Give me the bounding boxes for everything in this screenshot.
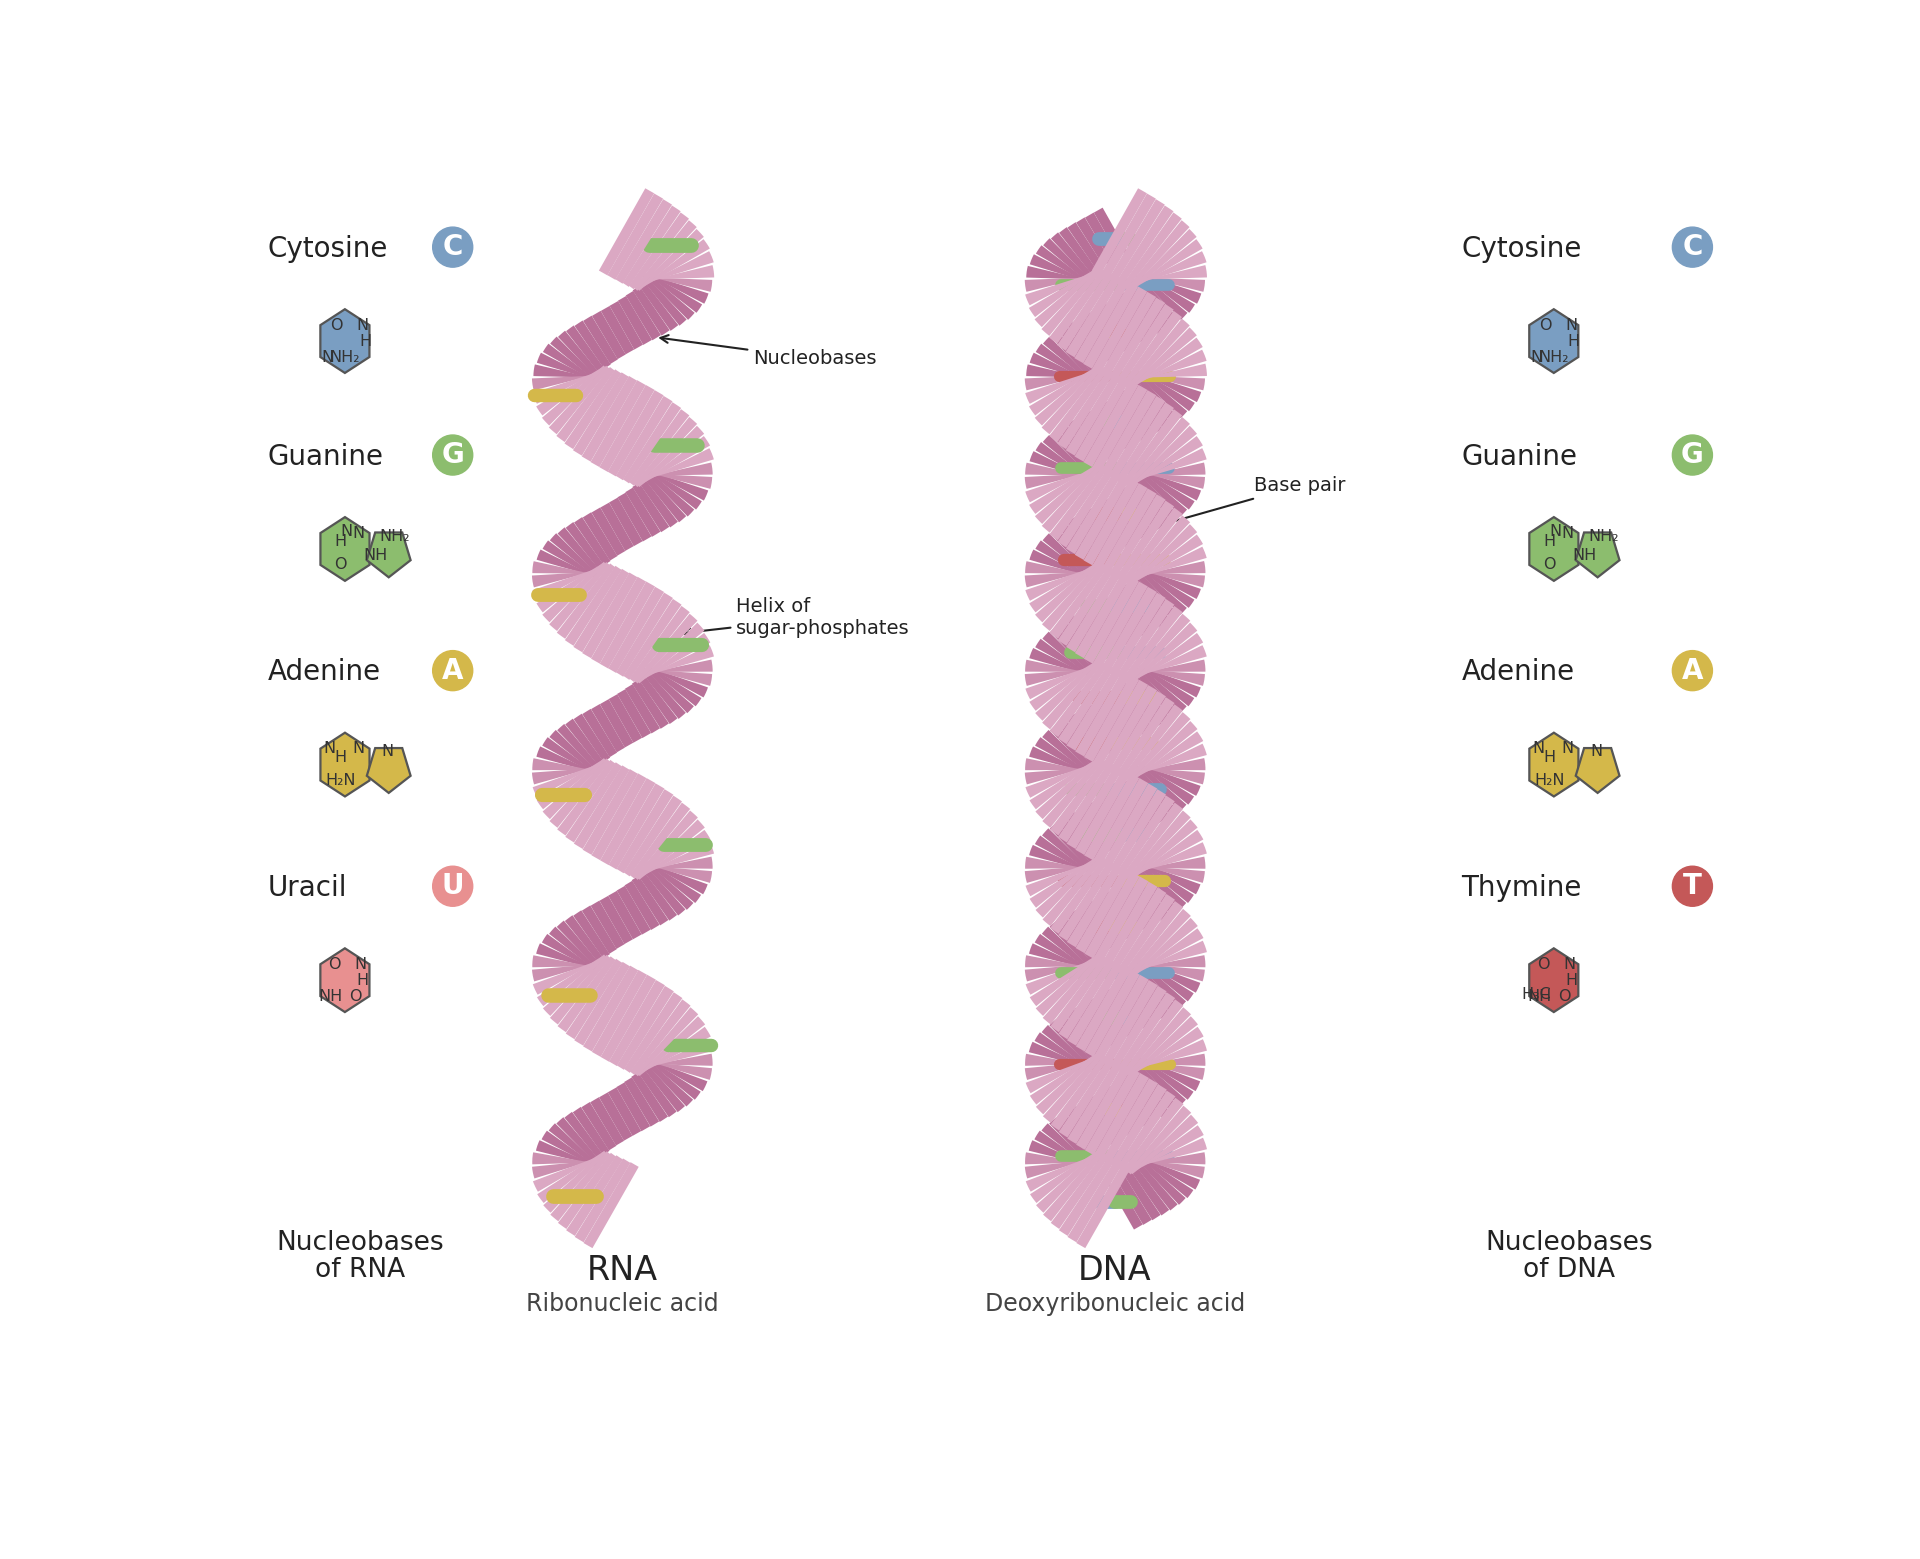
Text: N: N [1532, 741, 1544, 756]
Text: N: N [355, 957, 367, 971]
Text: N: N [1561, 525, 1574, 541]
Text: O: O [349, 988, 361, 1004]
Text: H: H [357, 973, 369, 988]
Text: Cytosine: Cytosine [1461, 235, 1582, 263]
Text: O: O [1538, 957, 1549, 971]
Text: H: H [1544, 535, 1555, 549]
Text: NH₂: NH₂ [380, 530, 409, 544]
Circle shape [432, 228, 472, 267]
Circle shape [432, 650, 472, 691]
Polygon shape [1576, 533, 1619, 577]
Text: N: N [357, 318, 369, 332]
Text: N: N [321, 349, 334, 365]
Text: A: A [1682, 656, 1703, 684]
Text: Adenine: Adenine [269, 658, 380, 686]
Text: N: N [1565, 318, 1578, 332]
Polygon shape [367, 533, 411, 577]
Text: NH₂: NH₂ [1588, 530, 1619, 544]
Text: N: N [1561, 741, 1574, 756]
Polygon shape [1530, 518, 1578, 582]
Text: Cytosine: Cytosine [269, 235, 388, 263]
Polygon shape [321, 518, 369, 582]
Circle shape [432, 435, 472, 475]
Text: T: T [1684, 871, 1701, 900]
Text: Nucleobases: Nucleobases [276, 1230, 444, 1255]
Circle shape [1672, 650, 1713, 691]
Text: of DNA: of DNA [1523, 1257, 1615, 1283]
Text: Thymine: Thymine [1461, 875, 1582, 903]
Polygon shape [1576, 748, 1619, 794]
Text: Nucleobases: Nucleobases [1486, 1230, 1653, 1255]
Text: N: N [382, 744, 394, 759]
Circle shape [1672, 435, 1713, 475]
Text: NH₂: NH₂ [1538, 349, 1569, 365]
Polygon shape [321, 309, 369, 373]
Text: N: N [340, 524, 353, 539]
Text: Guanine: Guanine [1461, 443, 1578, 471]
Text: N: N [1563, 957, 1576, 971]
Text: RNA: RNA [586, 1255, 659, 1288]
Text: O: O [1557, 988, 1571, 1004]
Text: DNA: DNA [1079, 1255, 1152, 1288]
Text: Adenine: Adenine [1461, 658, 1574, 686]
Text: A: A [442, 656, 463, 684]
Text: NH: NH [1528, 988, 1551, 1004]
Text: H₂N: H₂N [1534, 773, 1565, 787]
Text: H: H [1565, 973, 1578, 988]
Text: H: H [334, 750, 348, 765]
Text: H₂N: H₂N [324, 773, 355, 787]
Text: Ribonucleic acid: Ribonucleic acid [526, 1292, 718, 1316]
Polygon shape [321, 733, 369, 797]
Polygon shape [1528, 948, 1578, 1012]
Text: N: N [353, 741, 365, 756]
Text: Guanine: Guanine [269, 443, 384, 471]
Polygon shape [1530, 733, 1578, 797]
Text: O: O [1544, 558, 1555, 572]
Text: H₃C: H₃C [1521, 987, 1551, 1002]
Text: Uracil: Uracil [269, 875, 348, 903]
Text: H: H [334, 535, 348, 549]
Text: G: G [442, 441, 465, 469]
Text: N: N [1590, 744, 1603, 759]
Text: H: H [1544, 750, 1555, 765]
Text: O: O [1540, 318, 1551, 332]
Text: H: H [1569, 334, 1580, 349]
Text: Helix of
sugar-phosphates: Helix of sugar-phosphates [684, 597, 910, 638]
Text: NH: NH [1572, 549, 1597, 563]
Circle shape [1672, 228, 1713, 267]
Text: O: O [330, 318, 342, 332]
Polygon shape [321, 948, 369, 1012]
Text: C: C [1682, 234, 1703, 262]
Text: N: N [1549, 524, 1561, 539]
Text: C: C [442, 234, 463, 262]
Text: O: O [334, 558, 348, 572]
Text: H: H [359, 334, 371, 349]
Text: U: U [442, 871, 465, 900]
Text: O: O [328, 957, 340, 971]
Text: G: G [1682, 441, 1703, 469]
Circle shape [432, 867, 472, 906]
Polygon shape [1528, 309, 1578, 373]
Text: Deoxyribonucleic acid: Deoxyribonucleic acid [985, 1292, 1244, 1316]
Text: N: N [323, 741, 336, 756]
Text: NH: NH [319, 988, 344, 1004]
Polygon shape [367, 748, 411, 794]
Text: N: N [1530, 349, 1542, 365]
Text: NH₂: NH₂ [330, 349, 361, 365]
Text: Base pair: Base pair [1135, 475, 1346, 533]
Text: Nucleobases: Nucleobases [660, 335, 877, 368]
Text: NH: NH [363, 549, 388, 563]
Text: of RNA: of RNA [315, 1257, 405, 1283]
Circle shape [1672, 867, 1713, 906]
Text: N: N [353, 525, 365, 541]
